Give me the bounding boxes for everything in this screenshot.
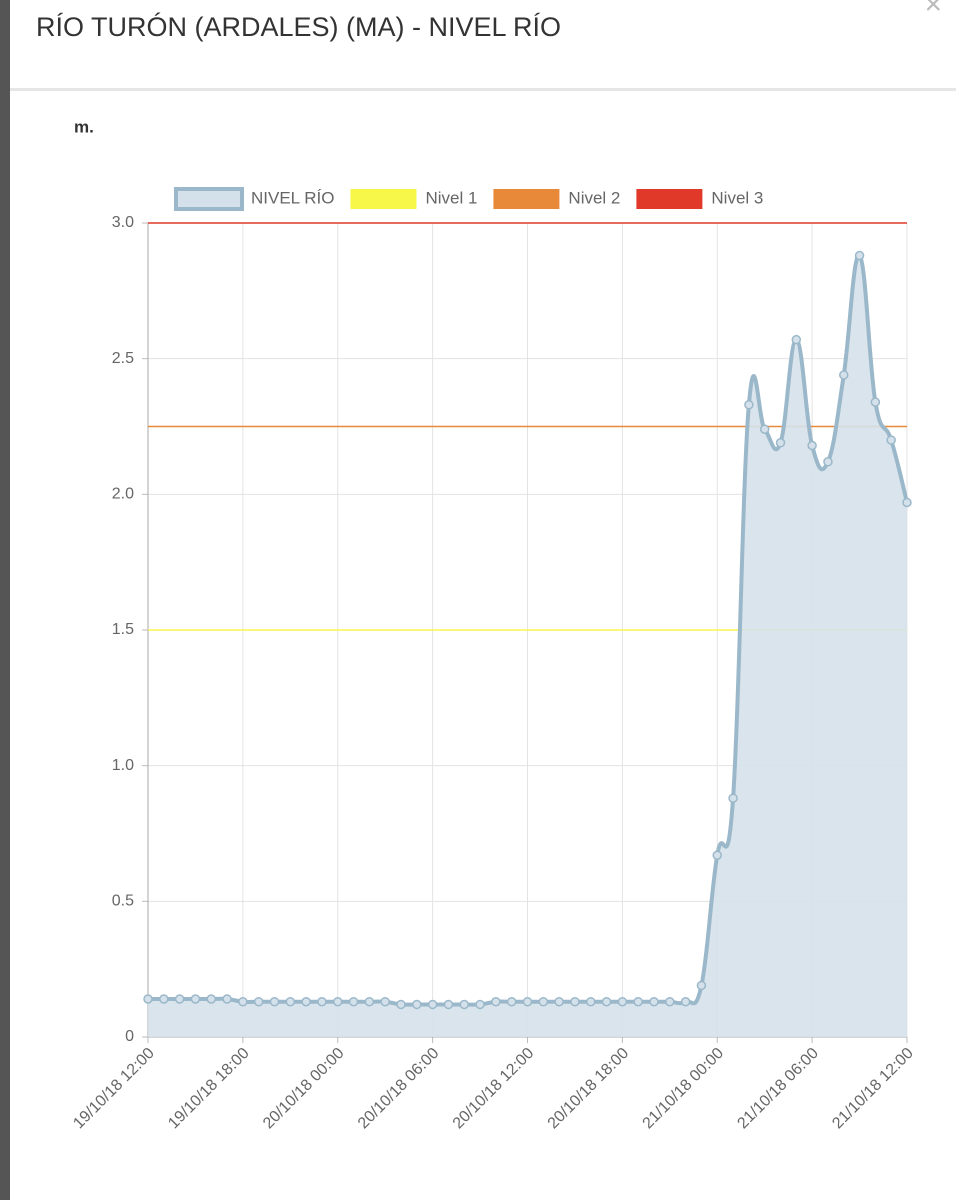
point [348, 996, 359, 1007]
point [823, 457, 833, 467]
x-tick-label: 21/10/18 00:00 [640, 1045, 728, 1133]
x-tick-label: 19/10/18 18:00 [165, 1045, 253, 1133]
point [554, 996, 564, 1007]
y-axis-label: m. [74, 117, 94, 136]
title: RÍO TURÓN (ARDALES) (MA) - NIVEL RÍO [36, 12, 562, 42]
y-tick-label: 2.0 [112, 486, 134, 503]
point [174, 994, 185, 1004]
point [459, 999, 469, 1010]
legend-swatch [636, 189, 703, 209]
x-tick-label: 20/10/18 12:00 [450, 1045, 538, 1133]
point [333, 996, 343, 1007]
legend-swatch [350, 189, 417, 209]
point [396, 999, 406, 1010]
x-tick-label: 19/10/18 12:00 [70, 1045, 158, 1133]
point [791, 334, 802, 345]
point [301, 996, 311, 1007]
point [443, 999, 454, 1010]
x-tick-label: 21/10/18 06:00 [734, 1045, 822, 1133]
point [696, 980, 707, 991]
y-tick-label: 0.5 [112, 893, 134, 910]
point [143, 994, 153, 1004]
legend-swatch [174, 187, 244, 211]
point [570, 996, 580, 1007]
point [538, 996, 549, 1007]
point [491, 996, 501, 1007]
point [712, 850, 722, 860]
point [364, 996, 375, 1007]
point [839, 370, 849, 380]
point [728, 793, 738, 803]
x-tick-label: 20/10/18 00:00 [260, 1045, 348, 1133]
point [238, 996, 248, 1007]
x-tick-label: 21/10/18 12:00 [829, 1045, 917, 1133]
area [148, 255, 907, 1037]
point [206, 994, 216, 1004]
point [586, 996, 596, 1007]
point [807, 440, 817, 451]
point [190, 994, 201, 1004]
point [617, 996, 628, 1007]
point [759, 424, 770, 434]
point [269, 996, 280, 1007]
legend-label: NIVEL RÍO [251, 188, 334, 207]
point [886, 435, 896, 445]
legend-label: Nivel 3 [711, 188, 763, 207]
modal-header: RÍO TURÓN (ARDALES) (MA) - NIVEL RÍO × [10, 0, 956, 91]
legend-swatch [493, 189, 560, 209]
x-tick-label: 20/10/18 06:00 [355, 1045, 443, 1133]
point [870, 397, 881, 407]
y-tick-label: 0 [125, 1028, 134, 1045]
point [902, 497, 912, 508]
legend-label: Nivel 1 [425, 188, 477, 207]
point [601, 996, 612, 1007]
point [744, 400, 754, 410]
point [412, 999, 422, 1010]
close-button[interactable]: × [924, 0, 942, 21]
point [317, 996, 327, 1007]
y-tick-label: 1.5 [112, 621, 134, 638]
point [775, 438, 786, 448]
point [522, 996, 533, 1007]
chart: m. 0 0.5 1.0 1.5 2.0 2.5 3.0 19/10/18 12:00 19/1… [70, 117, 917, 1133]
point [649, 996, 659, 1007]
y-tick-label: 3.0 [112, 214, 134, 231]
point [633, 996, 643, 1007]
point [285, 996, 296, 1007]
x-tick-label: 20/10/18 18:00 [545, 1045, 633, 1133]
point [665, 996, 675, 1007]
point [475, 999, 485, 1010]
point [680, 996, 691, 1007]
y-tick-label: 2.5 [112, 350, 134, 367]
y-tick-label: 1.0 [112, 757, 134, 774]
point [380, 996, 390, 1007]
point [506, 996, 517, 1007]
point [159, 994, 169, 1004]
point [854, 250, 865, 261]
left-strip [0, 0, 10, 1200]
point [222, 994, 232, 1004]
point [253, 996, 264, 1007]
point [427, 999, 438, 1010]
legend-label: Nivel 2 [568, 188, 620, 207]
